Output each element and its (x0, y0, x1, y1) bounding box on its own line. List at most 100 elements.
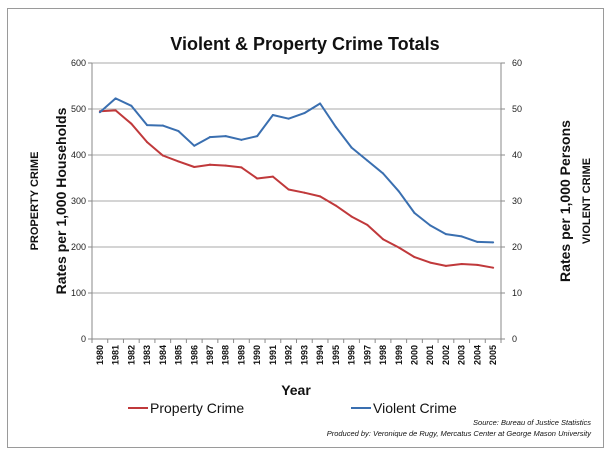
data-point (350, 215, 353, 218)
right-tick-label: 20 (512, 242, 522, 252)
series-line-property-crime (99, 109, 494, 269)
data-point (193, 165, 196, 168)
right-axis-ticks: 0 10 20 30 40 50 60 (501, 58, 522, 344)
left-tick-label: 0 (81, 334, 86, 344)
right-tick-label: 40 (512, 150, 522, 160)
data-point (146, 141, 149, 144)
right-tick-label: 30 (512, 196, 522, 206)
data-point (444, 264, 447, 267)
x-tick-label: 1998 (378, 345, 388, 365)
left-tick-label: 300 (71, 196, 86, 206)
data-point (271, 175, 274, 178)
data-point (319, 195, 322, 198)
data-point (413, 256, 416, 259)
x-tick-label: 2002 (441, 345, 451, 365)
data-point (444, 233, 447, 236)
data-point (114, 97, 117, 100)
x-tick-label: 2004 (472, 345, 482, 365)
data-point (476, 240, 479, 243)
data-point (271, 113, 274, 116)
data-point (492, 266, 495, 269)
data-point (208, 136, 211, 139)
data-point (224, 164, 227, 167)
data-point (287, 188, 290, 191)
data-point (256, 135, 259, 138)
data-point (476, 263, 479, 266)
x-tick-label: 2005 (488, 345, 498, 365)
left-tick-label: 500 (71, 104, 86, 114)
data-point (287, 117, 290, 120)
gridlines (92, 62, 501, 294)
x-tick-label: 1980 (95, 345, 105, 365)
data-point (240, 166, 243, 169)
x-tick-label: 1992 (284, 345, 294, 365)
source-line-2: Produced by: Veronique de Rugy, Mercatus… (327, 429, 593, 438)
left-axis-subtitle: PROPERTY CRIME (29, 152, 41, 251)
data-point (366, 223, 369, 226)
data-point (460, 235, 463, 238)
data-point (224, 135, 227, 138)
crime-line-chart: Violent & Property Crime Totals 01002003… (29, 34, 593, 438)
right-tick-label: 10 (512, 288, 522, 298)
data-point (114, 109, 117, 112)
x-tick-label: 1996 (347, 345, 357, 365)
source-line-1: Source: Bureau of Justice Statistics (473, 418, 591, 427)
data-point (98, 111, 101, 114)
x-tick-label: 1989 (236, 345, 246, 365)
data-point (161, 154, 164, 157)
data-point (382, 238, 385, 241)
data-point (303, 112, 306, 115)
data-point (193, 144, 196, 147)
x-tick-label: 1993 (299, 345, 309, 365)
data-point (130, 122, 133, 125)
x-tick-label: 1987 (205, 345, 215, 365)
left-tick-label: 600 (71, 58, 86, 68)
x-tick-label: 1994 (315, 345, 325, 365)
x-axis-ticks: 1980 1981 1982 1983 1984 1985 1986 1987 1988 1989… (91, 339, 502, 365)
right-tick-label: 0 (512, 334, 517, 344)
chart-title: Violent & Property Crime Totals (170, 34, 439, 54)
data-point (397, 246, 400, 249)
data-point (208, 163, 211, 166)
x-tick-label: 1988 (221, 345, 231, 365)
x-tick-label: 1990 (252, 345, 262, 365)
data-point (460, 263, 463, 266)
data-point (397, 190, 400, 193)
chart-frame: Violent & Property Crime Totals 0 100 200 3… (7, 8, 604, 448)
data-point (161, 124, 164, 127)
left-tick-label: 200 (71, 242, 86, 252)
data-point (319, 102, 322, 105)
data-point (334, 125, 337, 128)
data-point (177, 160, 180, 163)
data-point (366, 159, 369, 162)
x-tick-label: 1982 (126, 345, 136, 365)
left-tick-label: 400 (71, 150, 86, 160)
left-tick-label: 100 (71, 288, 86, 298)
x-tick-label: 2003 (457, 345, 467, 365)
legend-label-property: Property Crime (150, 400, 244, 416)
data-point (382, 172, 385, 175)
data-point (334, 204, 337, 207)
data-point (146, 124, 149, 127)
series-line-violent-crime (99, 97, 494, 244)
data-point (130, 104, 133, 107)
x-tick-label: 1984 (158, 345, 168, 365)
x-tick-label: 2001 (425, 345, 435, 365)
series-layer (98, 97, 495, 269)
x-tick-label: 2000 (409, 345, 419, 365)
data-point (350, 146, 353, 149)
x-tick-label: 1997 (362, 345, 372, 365)
x-axis-title: Year (281, 382, 311, 398)
data-point (413, 211, 416, 214)
x-tick-label: 1999 (394, 345, 404, 365)
x-tick-label: 1991 (268, 345, 278, 365)
legend-label-violent: Violent Crime (373, 400, 457, 416)
right-axis-subtitle: VIOLENT CRIME (581, 158, 593, 244)
data-point (429, 261, 432, 264)
right-tick-label: 60 (512, 58, 522, 68)
right-tick-label: 50 (512, 104, 522, 114)
x-tick-label: 1995 (331, 345, 341, 365)
x-tick-label: 1981 (111, 345, 121, 365)
data-point (429, 224, 432, 227)
data-point (177, 130, 180, 133)
